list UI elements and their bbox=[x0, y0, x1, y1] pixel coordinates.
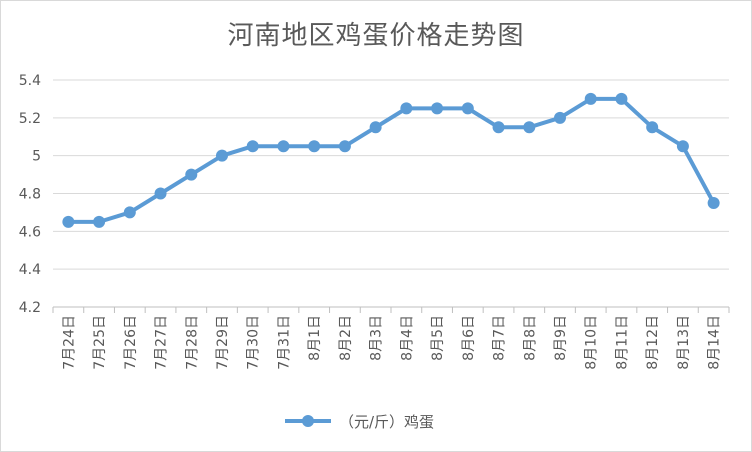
x-tick-label: 7月28日 bbox=[184, 315, 200, 370]
x-tick-label: 7月31日 bbox=[276, 315, 292, 370]
data-point bbox=[523, 121, 536, 134]
x-tick-label: 8月12日 bbox=[645, 315, 661, 370]
data-point bbox=[707, 196, 720, 209]
legend: （元/斤）鸡蛋 bbox=[283, 409, 434, 433]
data-point bbox=[216, 149, 228, 162]
data-point bbox=[492, 121, 505, 134]
data-point bbox=[154, 187, 167, 200]
x-tick-label: 8月10日 bbox=[584, 315, 600, 370]
y-tick-label: 4.2 bbox=[19, 300, 41, 316]
y-tick-label: 5 bbox=[32, 149, 41, 165]
x-tick-label: 8月6日 bbox=[461, 315, 477, 361]
x-tick-label: 8月9日 bbox=[553, 315, 569, 361]
legend-label: （元/斤）鸡蛋 bbox=[339, 412, 435, 431]
chart-title: 河南地区鸡蛋价格走势图 bbox=[227, 21, 525, 51]
data-point bbox=[646, 121, 659, 134]
x-tick-label: 8月3日 bbox=[369, 315, 385, 361]
data-point bbox=[123, 206, 136, 219]
data-point bbox=[461, 102, 474, 115]
y-tick-label: 5.4 bbox=[19, 73, 41, 89]
x-tick-label: 8月11日 bbox=[614, 315, 630, 370]
legend-marker bbox=[283, 409, 333, 433]
y-tick-label: 4.4 bbox=[19, 262, 41, 278]
x-tick-label: 8月4日 bbox=[399, 315, 415, 361]
x-tick-label: 7月30日 bbox=[246, 315, 262, 370]
data-point bbox=[554, 111, 566, 124]
data-point bbox=[62, 215, 75, 228]
x-tick-label: 8月2日 bbox=[338, 315, 354, 361]
data-point bbox=[584, 92, 597, 105]
data-point bbox=[676, 140, 689, 153]
x-tick-label: 7月24日 bbox=[61, 315, 77, 370]
data-point bbox=[246, 140, 259, 153]
data-point bbox=[277, 140, 290, 153]
x-tick-label: 7月29日 bbox=[215, 315, 231, 370]
series-line bbox=[66, 96, 716, 224]
line-chart: 4.2 4.4 4.6 4.8 5 5.2 5.4 7月24日 7月25日 7月26日 7月27日 7… bbox=[19, 73, 730, 370]
x-tick-label: 8月7日 bbox=[492, 315, 508, 361]
data-point bbox=[615, 92, 628, 105]
data-point bbox=[338, 140, 351, 153]
y-tick-label: 4.6 bbox=[19, 224, 41, 240]
data-point bbox=[431, 102, 444, 115]
data-point bbox=[93, 215, 106, 228]
x-tick-label: 8月5日 bbox=[430, 315, 446, 361]
y-tick-label: 4.8 bbox=[19, 187, 41, 203]
data-point bbox=[185, 168, 198, 181]
x-tick-label: 8月13日 bbox=[676, 315, 692, 370]
x-tick-label: 7月26日 bbox=[123, 315, 139, 370]
data-point bbox=[400, 102, 413, 115]
x-tick-label: 8月1日 bbox=[307, 315, 323, 361]
x-tick-label: 8月8日 bbox=[522, 315, 538, 361]
x-tick-label: 7月27日 bbox=[154, 315, 170, 370]
data-point bbox=[308, 140, 321, 153]
data-point bbox=[369, 121, 382, 134]
y-tick-label: 5.2 bbox=[19, 111, 41, 127]
x-tick-label: 7月25日 bbox=[92, 315, 108, 370]
x-tick-label: 8月14日 bbox=[707, 315, 723, 370]
